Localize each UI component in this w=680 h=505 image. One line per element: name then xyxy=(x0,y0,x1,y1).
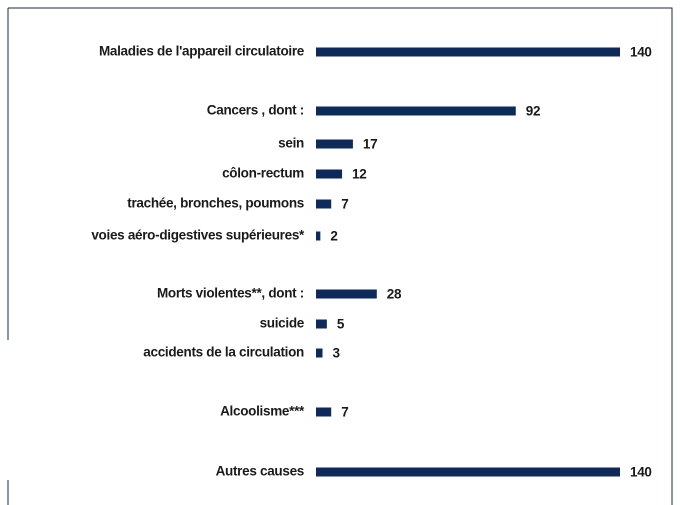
bar xyxy=(316,407,332,417)
value-label: 28 xyxy=(387,287,402,302)
category-label: Autres causes xyxy=(216,464,304,479)
category-label: trachée, bronches, poumons xyxy=(127,196,304,211)
category-label: suicide xyxy=(260,316,305,331)
value-label: 7 xyxy=(341,197,348,212)
bar xyxy=(316,467,620,477)
bar xyxy=(316,199,332,209)
bar xyxy=(316,348,323,358)
category-label: accidents de la circulation xyxy=(143,345,304,360)
value-label: 12 xyxy=(352,167,366,182)
bar xyxy=(316,169,343,179)
category-label: Maladies de l'appareil circulatoire xyxy=(99,44,305,59)
bar xyxy=(316,47,620,57)
value-label: 140 xyxy=(630,45,652,60)
bar xyxy=(316,106,516,116)
value-label: 3 xyxy=(333,346,341,361)
frame xyxy=(7,7,673,505)
category-label: côlon-rectum xyxy=(222,166,304,181)
value-label: 5 xyxy=(337,317,345,332)
category-label: Morts violentes**, dont : xyxy=(157,286,304,301)
value-label: 140 xyxy=(630,465,652,480)
value-label: 92 xyxy=(526,104,540,119)
bar xyxy=(316,319,327,329)
bar xyxy=(316,231,321,241)
category-label: Cancers , dont : xyxy=(207,103,304,118)
bar xyxy=(316,289,377,299)
category-label: voies aéro-digestives supérieures* xyxy=(91,228,305,243)
value-label: 2 xyxy=(330,229,337,244)
value-label: 17 xyxy=(363,137,377,152)
bar xyxy=(316,139,353,149)
category-label: sein xyxy=(278,136,304,151)
category-label: Alcoolisme*** xyxy=(220,404,305,419)
value-label: 7 xyxy=(341,405,348,420)
